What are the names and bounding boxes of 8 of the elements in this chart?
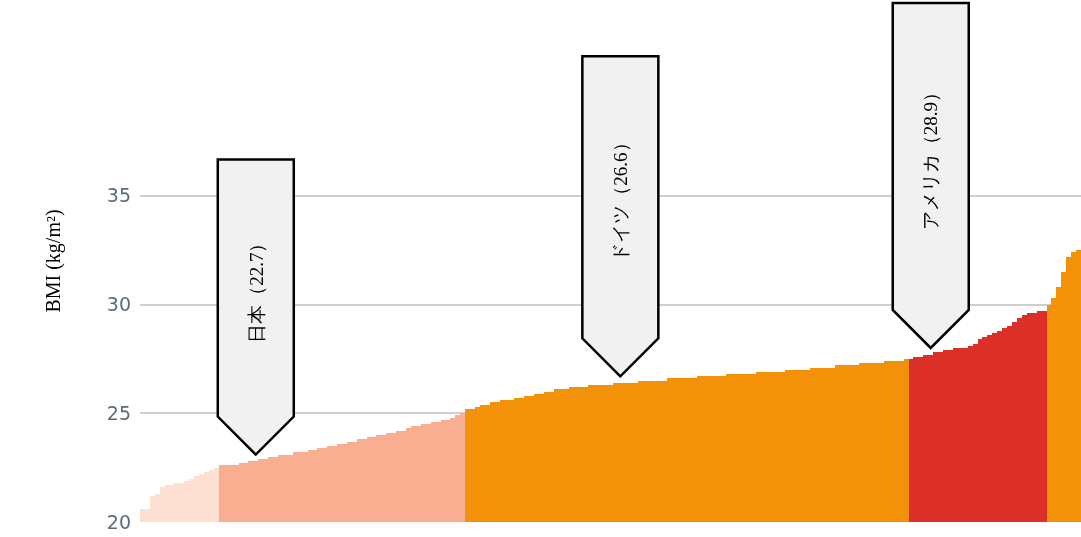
y-tick-label: 30 — [106, 293, 131, 316]
annotation: アメリカ（28.9） — [920, 82, 942, 231]
y-tick-label: 20 — [106, 510, 131, 533]
y-tick-label: 25 — [106, 401, 131, 424]
annotation: 日本（22.7） — [245, 233, 267, 343]
y-axis-title: BMI (kg/m²) — [42, 209, 66, 313]
y-tick-label: 35 — [106, 184, 131, 207]
annotation: ドイツ（26.6） — [610, 133, 632, 262]
